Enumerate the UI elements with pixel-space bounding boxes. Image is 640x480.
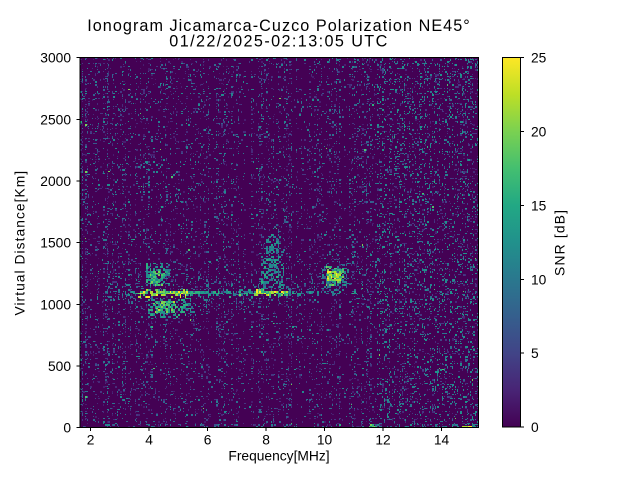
svg-text:Virtual Distance[Km]: Virtual Distance[Km] — [13, 170, 28, 316]
svg-text:12: 12 — [375, 433, 390, 448]
svg-text:14: 14 — [434, 433, 450, 448]
svg-text:10: 10 — [531, 272, 547, 287]
svg-text:0: 0 — [63, 421, 71, 436]
svg-text:3000: 3000 — [40, 51, 71, 66]
svg-text:15: 15 — [531, 198, 547, 213]
svg-text:4: 4 — [145, 433, 153, 448]
svg-text:SNR [dB]: SNR [dB] — [553, 209, 568, 276]
svg-text:500: 500 — [48, 359, 71, 374]
svg-text:1000: 1000 — [40, 297, 71, 312]
svg-text:2500: 2500 — [40, 112, 71, 127]
svg-text:01/22/2025-02:13:05 UTC: 01/22/2025-02:13:05 UTC — [169, 33, 388, 51]
svg-text:2000: 2000 — [40, 174, 71, 189]
svg-text:Ionogram Jicamarca-Cuzco Polar: Ionogram Jicamarca-Cuzco Polarization NE… — [87, 17, 471, 35]
svg-text:10: 10 — [317, 433, 333, 448]
svg-text:5: 5 — [531, 346, 539, 361]
svg-text:20: 20 — [531, 125, 547, 140]
svg-text:2: 2 — [87, 433, 95, 448]
svg-text:1500: 1500 — [40, 236, 71, 251]
svg-text:0: 0 — [531, 420, 539, 435]
svg-text:25: 25 — [531, 51, 547, 66]
svg-text:6: 6 — [204, 433, 212, 448]
svg-text:8: 8 — [262, 433, 270, 448]
svg-text:Frequency[MHz]: Frequency[MHz] — [228, 449, 329, 464]
